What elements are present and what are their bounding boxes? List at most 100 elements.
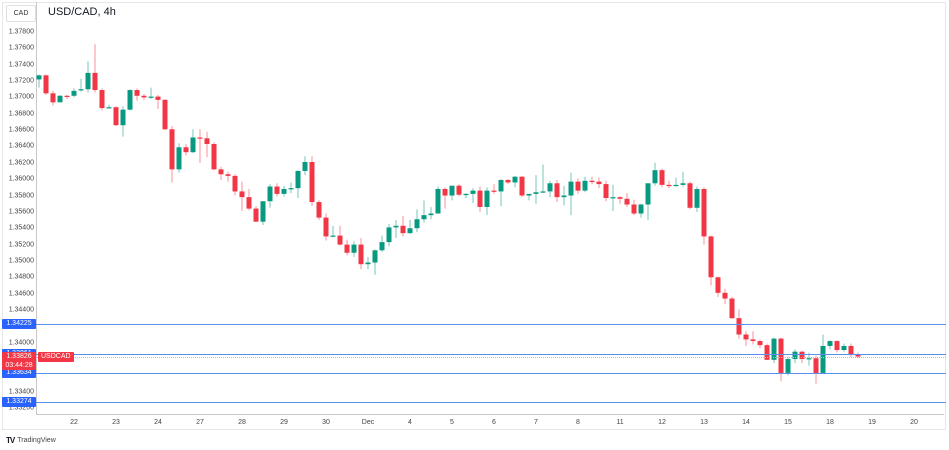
candle: [113, 107, 119, 126]
time-tick-label: 29: [280, 419, 288, 426]
candle: [393, 225, 399, 228]
candle: [799, 351, 805, 360]
level-price-tag: 1.34225: [2, 319, 36, 330]
candle: [106, 107, 112, 109]
candle: [309, 161, 315, 203]
candle: [785, 359, 791, 373]
candle: [645, 183, 651, 205]
candle: [71, 90, 77, 96]
price-tick-label: 1.37200: [8, 77, 34, 85]
candle: [603, 184, 609, 198]
price-tick-label: 1.36600: [8, 126, 34, 134]
candle: [708, 236, 714, 278]
candle: [764, 345, 770, 360]
candle: [421, 215, 427, 220]
candle: [197, 137, 203, 139]
candle: [351, 244, 357, 253]
candle: [715, 277, 721, 293]
candle: [694, 188, 700, 208]
price-tick-label: 1.35800: [8, 192, 34, 200]
candle: [736, 318, 742, 335]
candle: [379, 242, 385, 251]
candle: [127, 90, 133, 110]
price-tick-label: 1.37800: [8, 28, 34, 36]
candle: [358, 244, 364, 265]
candle: [99, 90, 105, 109]
candle: [337, 235, 343, 245]
candle: [344, 244, 350, 253]
candle: [92, 72, 98, 91]
time-tick-label: 27: [196, 419, 204, 426]
candle: [526, 193, 532, 196]
candle: [288, 188, 294, 190]
candle: [169, 129, 175, 170]
candle: [211, 144, 217, 170]
horizontal-level-line[interactable]: [36, 372, 946, 374]
candle: [323, 217, 329, 237]
price-tick-label: 1.35400: [8, 224, 34, 232]
time-tick-label: 19: [868, 419, 876, 426]
candle: [386, 227, 392, 243]
horizontal-level-line[interactable]: [36, 402, 946, 404]
price-tick-label: 1.35000: [8, 257, 34, 265]
candle: [267, 186, 273, 202]
time-tick-label: 8: [576, 419, 580, 426]
candle: [561, 195, 567, 198]
candle: [316, 202, 322, 218]
currency-unit-label[interactable]: CAD: [6, 5, 36, 22]
price-axis[interactable]: CAD: [2, 2, 37, 414]
candle: [575, 181, 581, 191]
candle: [484, 190, 490, 207]
candle: [400, 225, 406, 234]
tradingview-logo-icon: TV: [6, 436, 15, 445]
time-tick-label: 18: [826, 419, 834, 426]
horizontal-level-line[interactable]: [36, 354, 946, 356]
candle: [204, 138, 210, 145]
price-tick-label: 1.36400: [8, 142, 34, 150]
candle: [64, 95, 70, 97]
candle: [470, 190, 476, 194]
candle: [43, 75, 49, 94]
candle: [176, 147, 182, 170]
candle: [589, 180, 595, 183]
candle: [442, 188, 448, 196]
time-tick-label: 20: [910, 419, 918, 426]
candle: [57, 95, 63, 103]
candle: [540, 191, 546, 193]
tradingview-brand[interactable]: TV TradingView: [6, 436, 56, 445]
candle: [610, 197, 616, 199]
candle: [190, 137, 196, 153]
candle: [407, 228, 413, 234]
level-price-tag: 1.33634: [2, 367, 36, 378]
price-tick-label: 1.36200: [8, 159, 34, 167]
candle: [491, 190, 497, 192]
candle: [232, 175, 238, 192]
candle: [554, 183, 560, 198]
price-tick-label: 1.37000: [8, 93, 34, 101]
candle: [743, 334, 749, 340]
candle: [596, 181, 602, 185]
brand-name: TradingView: [17, 437, 56, 444]
candlestick-plot[interactable]: [36, 2, 946, 414]
time-tick-label: 6: [492, 419, 496, 426]
time-axis[interactable]: 22 23 24 27 28 29 30 Dec 4 5 6 7 8 11 12 13 14 15 18 19 20: [36, 414, 944, 431]
candle: [757, 341, 763, 346]
candle: [435, 188, 441, 214]
candle: [624, 198, 630, 205]
candle: [778, 338, 784, 373]
price-tick-label: 1.36000: [8, 175, 34, 183]
candle: [841, 345, 847, 351]
candle: [295, 170, 301, 189]
candle: [148, 96, 154, 98]
time-tick-label: 5: [450, 419, 454, 426]
time-tick-label: 28: [238, 419, 246, 426]
price-tick-label: 1.37600: [8, 44, 34, 52]
time-tick-label: 24: [154, 419, 162, 426]
candle: [155, 96, 161, 100]
candle: [729, 298, 735, 319]
candle: [246, 197, 252, 209]
candle: [372, 250, 378, 263]
horizontal-level-line[interactable]: [36, 324, 946, 326]
price-tick-label: 1.37400: [8, 61, 34, 69]
candle: [365, 262, 371, 265]
